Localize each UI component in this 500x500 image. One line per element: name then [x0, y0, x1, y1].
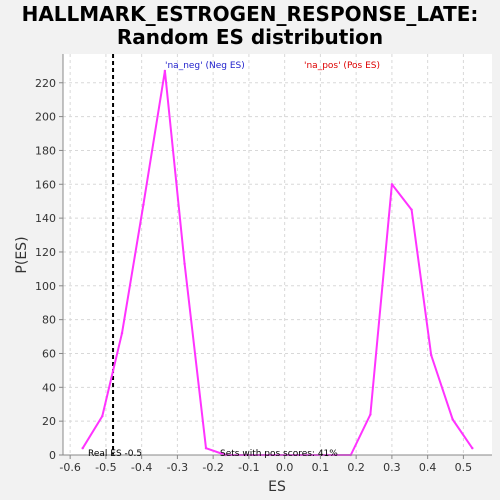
data-point: [183, 262, 186, 266]
y-tick-label: 100: [35, 280, 56, 293]
data-point: [163, 69, 167, 73]
data-point: [101, 414, 104, 418]
y-tick-label: 220: [35, 77, 56, 90]
y-tick-label: 180: [35, 144, 56, 157]
y-tick-label: 60: [42, 347, 56, 360]
data-point: [204, 447, 208, 450]
x-tick-label: 0.4: [419, 461, 437, 474]
axes-layer: -0.6 -0.5 -0.4 -0.3 -0.2 -0.1 0.0 0.1 0.2 0.3 0.4 0…: [35, 54, 492, 474]
x-tick-label: 0.3: [383, 461, 401, 474]
x-tick-label: 0.5: [455, 461, 473, 474]
data-point: [369, 413, 372, 416]
y-tick-label: 0: [49, 449, 56, 462]
x-tick-label: -0.2: [202, 461, 223, 474]
x-tick-label: -0.6: [59, 461, 80, 474]
data-point: [142, 203, 145, 206]
data-point: [81, 447, 84, 450]
grid-layer: [63, 54, 492, 456]
y-tick-label: 40: [42, 381, 56, 394]
x-tick-label: 0.0: [276, 461, 294, 474]
data-point: [430, 353, 433, 357]
y-tick-label: 160: [35, 178, 56, 191]
y-tick-label: 80: [42, 314, 56, 327]
x-axis-label: ES: [268, 479, 286, 495]
y-tick-label: 120: [35, 246, 56, 259]
real-es-label: Real ES -0.5: [88, 449, 142, 459]
y-axis-label: P(ES): [14, 236, 30, 273]
neg-es-label: 'na_neg' (Neg ES): [165, 61, 245, 71]
pos-scores-label: Sets with pos scores: 41%: [220, 449, 338, 459]
y-tick-label: 20: [42, 415, 56, 428]
x-tick-label: 0.2: [347, 461, 365, 474]
x-tick-label: -0.5: [95, 461, 116, 474]
data-point: [120, 331, 124, 335]
chart-title-line1: HALLMARK_ESTROGEN_RESPONSE_LATE:: [21, 2, 479, 26]
data-point: [451, 418, 454, 421]
chart-title-line2: Random ES distribution: [116, 25, 384, 49]
x-tick-label: 0.1: [312, 461, 330, 474]
data-point: [410, 208, 413, 211]
data-point: [471, 447, 474, 450]
data-point: [390, 183, 394, 186]
x-tick-label: -0.1: [238, 461, 259, 474]
y-tick-label: 200: [35, 111, 56, 124]
x-tick-label: -0.3: [167, 461, 188, 474]
y-tick-label: 140: [35, 212, 56, 225]
label-layer: ES P(ES) 'na_neg' (Neg ES) 'na_pos' (Pos…: [14, 61, 380, 495]
pos-es-label: 'na_pos' (Pos ES): [304, 61, 380, 71]
x-tick-label: -0.4: [131, 461, 152, 474]
